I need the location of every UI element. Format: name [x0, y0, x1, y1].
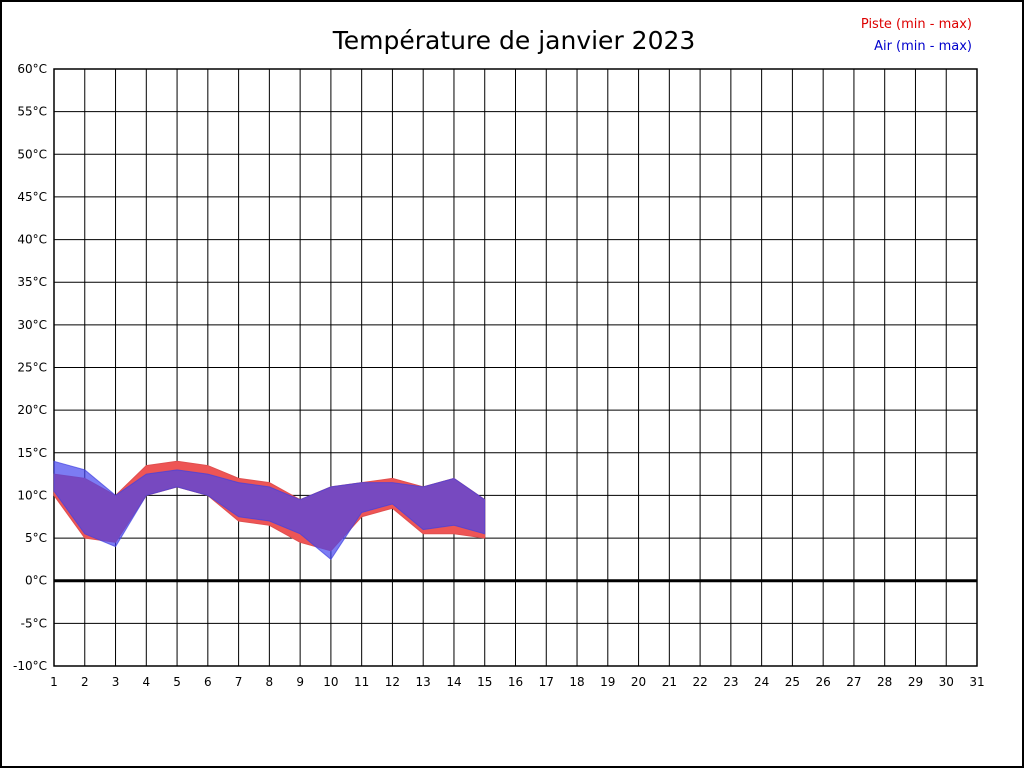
- svg-text:45°C: 45°C: [17, 190, 47, 204]
- svg-text:20: 20: [631, 675, 646, 689]
- svg-text:25: 25: [785, 675, 800, 689]
- svg-text:22: 22: [692, 675, 707, 689]
- legend-piste: Piste (min - max): [860, 17, 972, 32]
- svg-text:14: 14: [446, 675, 461, 689]
- svg-text:35°C: 35°C: [17, 275, 47, 289]
- svg-text:21: 21: [662, 675, 677, 689]
- svg-text:28: 28: [877, 675, 892, 689]
- svg-text:1: 1: [50, 675, 58, 689]
- svg-text:15: 15: [477, 675, 492, 689]
- svg-text:0°C: 0°C: [25, 574, 47, 588]
- svg-text:11: 11: [354, 675, 369, 689]
- svg-text:55°C: 55°C: [17, 105, 47, 119]
- svg-text:17: 17: [539, 675, 554, 689]
- svg-text:3: 3: [112, 675, 120, 689]
- svg-text:60°C: 60°C: [17, 62, 47, 76]
- svg-text:20°C: 20°C: [17, 403, 47, 417]
- svg-text:12: 12: [385, 675, 400, 689]
- svg-text:6: 6: [204, 675, 212, 689]
- svg-text:8: 8: [266, 675, 274, 689]
- svg-text:50°C: 50°C: [17, 147, 47, 161]
- svg-text:40°C: 40°C: [17, 233, 47, 247]
- svg-text:16: 16: [508, 675, 523, 689]
- svg-text:25°C: 25°C: [17, 361, 47, 375]
- svg-text:-10°C: -10°C: [13, 659, 47, 673]
- svg-text:15°C: 15°C: [17, 446, 47, 460]
- svg-text:7: 7: [235, 675, 243, 689]
- svg-text:30°C: 30°C: [17, 318, 47, 332]
- svg-text:9: 9: [296, 675, 304, 689]
- svg-text:-5°C: -5°C: [21, 616, 47, 630]
- legend-air: Air (min - max): [874, 39, 972, 54]
- svg-text:27: 27: [846, 675, 861, 689]
- svg-text:2: 2: [81, 675, 89, 689]
- svg-text:5°C: 5°C: [25, 531, 47, 545]
- legend: Piste (min - max) Air (min - max): [861, 14, 972, 58]
- svg-text:31: 31: [969, 675, 984, 689]
- svg-text:24: 24: [754, 675, 769, 689]
- svg-text:4: 4: [142, 675, 150, 689]
- svg-text:5: 5: [173, 675, 181, 689]
- svg-text:29: 29: [908, 675, 923, 689]
- svg-text:30: 30: [939, 675, 954, 689]
- svg-text:13: 13: [416, 675, 431, 689]
- svg-text:23: 23: [723, 675, 738, 689]
- chart-title: Température de janvier 2023: [332, 26, 696, 55]
- svg-text:10°C: 10°C: [17, 488, 47, 502]
- svg-text:19: 19: [600, 675, 615, 689]
- svg-text:10: 10: [323, 675, 338, 689]
- svg-text:26: 26: [816, 675, 831, 689]
- svg-text:18: 18: [569, 675, 584, 689]
